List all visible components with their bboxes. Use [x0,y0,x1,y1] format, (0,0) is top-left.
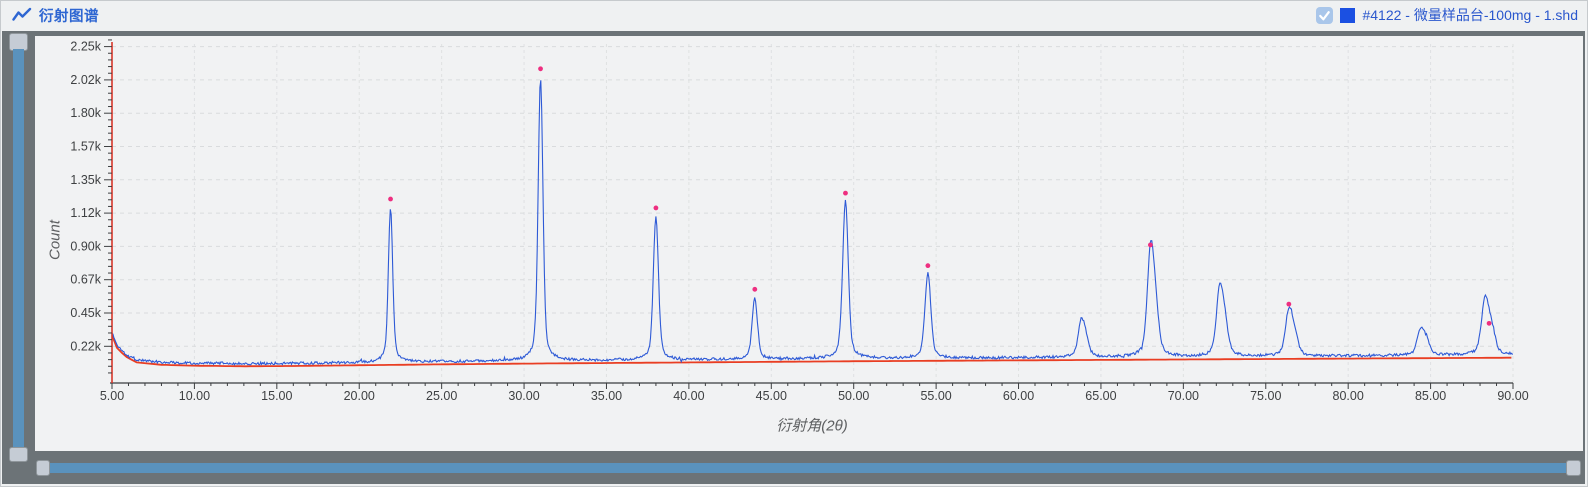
y-tick-label: 1.80k [70,106,101,120]
y-tick-label: 1.12k [70,206,101,220]
header: 衍射图谱 #4122 - 微量样品台-100mg - 1.shd [0,0,1588,30]
x-tick-label: 10.00 [179,389,210,403]
v-scrollbar-bottom-handle[interactable] [9,447,28,462]
baseline-path [112,334,1512,368]
x-tick-label: 65.00 [1085,389,1116,403]
checkmark-icon [1319,10,1331,20]
legend-color-swatch [1340,7,1356,23]
x-tick-label: 25.00 [426,389,457,403]
x-tick-label: 60.00 [1003,389,1034,403]
x-tick-label: 20.00 [344,389,375,403]
y-tick-label: 2.25k [70,40,101,54]
h-scrollbar-left-handle[interactable] [36,460,50,476]
trace-path [112,80,1513,366]
series-legend: #4122 - 微量样品台-100mg - 1.shd [1316,5,1588,25]
peak-markers [388,66,1492,326]
x-tick-label: 30.00 [508,389,539,403]
y-tick-label: 1.57k [70,139,101,153]
h-scrollbar-right-handle[interactable] [1566,460,1581,476]
y-tick-label: 0.67k [70,273,101,287]
h-scrollbar-range-bar[interactable] [50,463,1568,473]
chart-frame: 5.00 10.00 15.00 20.00 25.00 30.00 35.00 40.00 4… [2,31,1585,484]
x-tick-label: 45.00 [756,389,787,403]
y-axis: 0.22k 0.45k 0.67k 0.90k 1.12k 1.35k 1.57k 1.80k… [70,39,113,383]
y-tick-label: 2.02k [70,73,101,87]
y-tick-label: 0.45k [70,306,101,320]
x-tick-label: 35.00 [591,389,622,403]
x-tick-label: 90.00 [1497,389,1528,403]
x-tick-label: 75.00 [1250,389,1281,403]
xrd-chart[interactable]: 5.00 10.00 15.00 20.00 25.00 30.00 35.00 40.00 4… [35,36,1583,451]
x-tick-label: 15.00 [261,389,292,403]
y-tick-label: 0.90k [70,239,101,253]
grid-lines [112,44,1514,383]
x-tick-label: 40.00 [673,389,704,403]
x-tick-label: 80.00 [1333,389,1364,403]
plot-surface: 5.00 10.00 15.00 20.00 25.00 30.00 35.00 40.00 4… [35,36,1583,451]
y-tick-label: 0.22k [70,339,101,353]
x-tick-label: 55.00 [920,389,951,403]
x-tick-label: 50.00 [838,389,869,403]
page-title: 衍射图谱 [39,8,99,25]
legend-label: #4122 - 微量样品台-100mg - 1.shd [1362,7,1578,23]
x-axis: 5.00 10.00 15.00 20.00 25.00 30.00 35.00 40.00 4… [100,382,1529,403]
header-left: 衍射图谱 [0,5,99,26]
x-tick-label: 70.00 [1168,389,1199,403]
legend-checkbox[interactable] [1316,6,1334,24]
x-tick-label: 5.00 [100,389,124,403]
x-tick-label: 85.00 [1415,389,1446,403]
v-scrollbar-range-bar[interactable] [13,49,24,449]
y-tick-label: 1.35k [70,173,101,187]
line-chart-icon [12,7,32,21]
